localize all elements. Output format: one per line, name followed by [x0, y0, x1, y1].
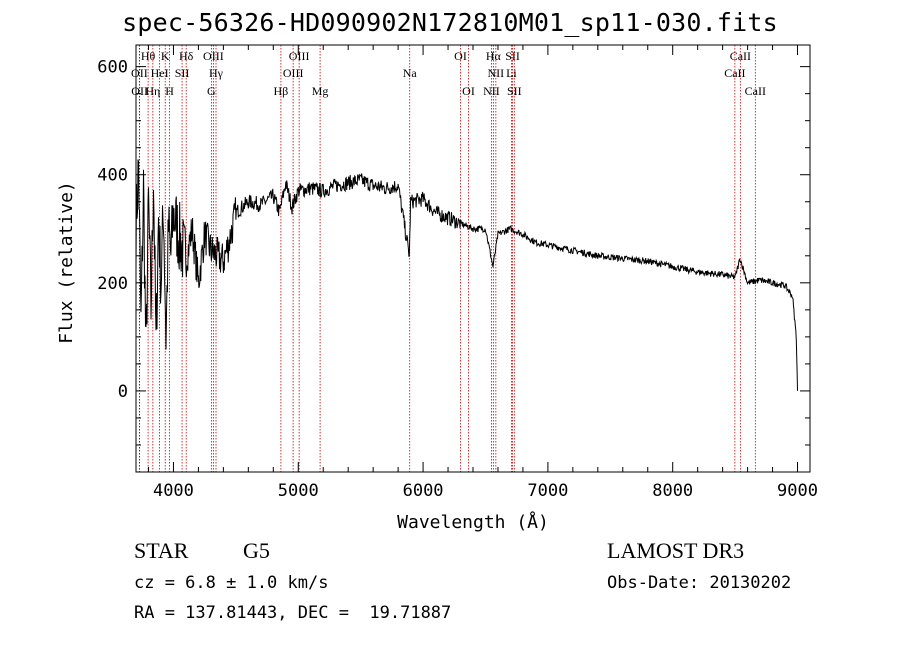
y-tick-label-400: 400: [97, 166, 128, 186]
y-tick-label-200: 200: [97, 274, 128, 294]
line-label-9: OIII: [203, 49, 224, 63]
line-label-22: Li: [506, 66, 517, 80]
line-label-25: CaII: [724, 66, 745, 80]
line-label-7: SII: [175, 66, 190, 80]
plot-frame: [135, 44, 811, 473]
line-label-3: Hη: [145, 84, 160, 98]
y-tick-label-0: 0: [118, 382, 128, 402]
y-tick-label-600: 600: [97, 58, 128, 78]
line-label-27: CaII: [745, 84, 766, 98]
x-tick-label-5000: 5000: [278, 481, 319, 501]
redshift-cz: cz = 6.8 ± 1.0 km/s: [134, 573, 329, 593]
survey-name: LAMOST DR3: [607, 538, 745, 563]
x-tick-label-8000: 8000: [652, 481, 693, 501]
line-label-13: OIII: [283, 66, 304, 80]
x-axis-label: Wavelength (Å): [397, 511, 549, 533]
x-tick-label-4000: 4000: [153, 481, 194, 501]
line-label-19: NII: [483, 84, 500, 98]
chart-title: spec-56326-HD090902N172810M01_sp11-030.f…: [122, 8, 778, 37]
line-label-1: OII: [131, 66, 148, 80]
line-label-21: NII: [488, 66, 505, 80]
line-label-10: Hγ: [209, 66, 224, 80]
line-label-14: OIII: [289, 49, 310, 63]
y-axis-label: Flux (relative): [56, 181, 77, 344]
x-tick-label-6000: 6000: [403, 481, 444, 501]
object-subclass: G5: [243, 538, 270, 563]
line-label-24: SII: [507, 84, 522, 98]
observation-date: Obs-Date: 20130202: [607, 573, 792, 593]
line-label-0: Hθ: [141, 49, 156, 63]
spectrum-layer: [135, 159, 798, 391]
line-label-12: Hβ: [274, 84, 289, 98]
line-label-8: Hδ: [179, 49, 194, 63]
line-label-20: Hα: [486, 49, 502, 63]
line-label-6: H: [165, 84, 174, 98]
line-label-17: OI: [454, 49, 467, 63]
x-tick-label-7000: 7000: [527, 481, 568, 501]
line-label-26: CaII: [730, 49, 751, 63]
x-tick-label-9000: 9000: [777, 481, 818, 501]
axis-labels-layer: 4000 5000 6000 7000 8000 9000 0 200 400 600 Wavele…: [56, 58, 818, 533]
ra-dec-coordinates: RA = 137.81443, DEC = 19.71887: [134, 603, 452, 623]
line-label-5: K: [161, 49, 170, 63]
line-label-16: Na: [403, 66, 418, 80]
line-label-15: Mg: [312, 84, 329, 98]
spectrum-line: [135, 159, 798, 391]
line-label-2: OII: [131, 84, 148, 98]
line-label-18: OI: [462, 84, 475, 98]
axis-ticks-layer: [136, 45, 810, 472]
object-class: STAR: [134, 538, 189, 563]
line-label-23: SII: [505, 49, 520, 63]
line-label-11: G: [207, 84, 216, 98]
spectral-lines-layer: [138, 45, 756, 472]
line-label-4: HeI: [151, 66, 169, 80]
